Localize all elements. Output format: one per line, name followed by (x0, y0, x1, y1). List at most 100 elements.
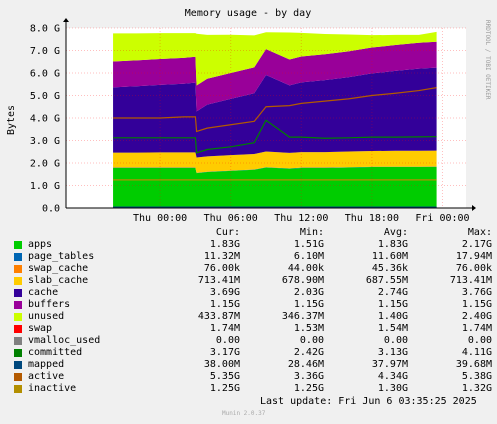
legend-name: vmalloc_used (28, 335, 101, 346)
legend-avg: 687.55M (365, 275, 408, 286)
legend-name: buffers (28, 299, 71, 310)
x-tick-label: Thu 18:00 (345, 213, 399, 224)
header-cur: Cur: (215, 227, 240, 238)
legend-avg: 1.15G (377, 299, 408, 310)
legend-max: 17.94M (455, 251, 492, 262)
legend-row-committed: committed 3.17G 2.42G 3.13G 4.11G (12, 347, 492, 359)
legend-avg: 1.40G (377, 311, 408, 322)
legend-row-swap: swap 1.74M 1.53M 1.54M 1.74M (12, 323, 492, 335)
legend-name: apps (28, 239, 53, 250)
chart-title: Memory usage - by day (185, 8, 311, 19)
legend-name: active (28, 371, 65, 382)
area-slab_cache (113, 150, 437, 173)
legend-cur: 1.74M (209, 323, 240, 334)
legend-avg: 11.60M (371, 251, 408, 262)
legend-swatch (14, 241, 22, 249)
legend-name: page_tables (28, 251, 95, 262)
y-tick-label: 4.0 G (30, 114, 60, 125)
legend-swatch (14, 337, 22, 345)
legend-swatch (14, 373, 22, 381)
legend-row-mapped: mapped 38.00M 28.46M 37.97M 39.68M (12, 359, 492, 371)
legend-name: cache (28, 287, 59, 298)
x-tick-label: Thu 00:00 (133, 213, 187, 224)
legend-swatch (14, 253, 22, 261)
area-buffers (113, 41, 437, 112)
legend-name: committed (28, 347, 83, 358)
legend-swatch (14, 313, 22, 321)
legend-swatch (14, 349, 22, 357)
legend-min: 2.03G (293, 287, 324, 298)
legend-min: 3.36G (293, 371, 324, 382)
legend-cur: 38.00M (203, 359, 240, 370)
line-active (113, 87, 437, 133)
legend-name: mapped (28, 359, 65, 370)
header-min: Min: (299, 227, 324, 238)
legend-max: 713.41M (449, 275, 492, 286)
legend-name: swap (28, 323, 53, 334)
legend-cur: 3.17G (209, 347, 240, 358)
legend-min: 2.42G (293, 347, 324, 358)
area-page_tables (113, 166, 437, 174)
legend-cur: 713.41M (197, 275, 240, 286)
legend-avg: 2.74G (377, 287, 408, 298)
legend-cur: 11.32M (203, 251, 240, 262)
y-tick-label: 3.0 G (30, 136, 60, 147)
legend-max: 0.00 (467, 335, 492, 346)
y-tick-label: 5.0 G (30, 91, 60, 102)
x-tick-label: Thu 06:00 (204, 213, 258, 224)
legend-row-vmalloc_used: vmalloc_used 0.00 0.00 0.00 0.00 (12, 335, 492, 347)
area-cache (113, 67, 437, 158)
legend-min: 1.51G (293, 239, 324, 250)
legend-cur: 0.00 (215, 335, 240, 346)
legend-row-swap_cache: swap_cache 76.00k 44.00k 45.36k 76.00k (12, 263, 492, 275)
legend-row-apps: apps 1.83G 1.51G 1.83G 2.17G (12, 239, 492, 251)
legend-cur: 1.15G (209, 299, 240, 310)
area-apps (113, 166, 437, 208)
legend-max: 2.17G (461, 239, 492, 250)
y-tick-label: 0.0 (42, 204, 60, 215)
legend-max: 76.00k (455, 263, 492, 274)
legend-row-cache: cache 3.69G 2.03G 2.74G 3.76G (12, 287, 492, 299)
legend-cur: 76.00k (203, 263, 240, 274)
legend-avg: 1.30G (377, 383, 408, 394)
legend-header: Cur: Min: Avg: Max: (12, 227, 492, 239)
legend-row-buffers: buffers 1.15G 1.15G 1.15G 1.15G (12, 299, 492, 311)
legend-avg: 4.34G (377, 371, 408, 382)
legend-min: 6.10M (293, 251, 324, 262)
area-unused (113, 31, 437, 86)
legend-swatch (14, 277, 22, 285)
munin-version: Munin 2.0.37 (222, 410, 266, 417)
legend-min: 1.25G (293, 383, 324, 394)
legend-row-page_tables: page_tables 11.32M 6.10M 11.60M 17.94M (12, 251, 492, 263)
y-tick-label: 8.0 G (30, 24, 60, 35)
legend-avg: 3.13G (377, 347, 408, 358)
legend-avg: 1.83G (377, 239, 408, 250)
y-axis-arrow (63, 18, 69, 22)
legend-max: 39.68M (455, 359, 492, 370)
legend-name: swap_cache (28, 263, 89, 274)
legend-max: 1.15G (461, 299, 492, 310)
x-axis-arrow (472, 205, 476, 211)
x-tick-label: Fri 00:00 (415, 213, 469, 224)
legend-avg: 45.36k (371, 263, 408, 274)
legend-swatch (14, 325, 22, 333)
legend-name: slab_cache (28, 275, 89, 286)
y-tick-label: 6.0 G (30, 69, 60, 80)
legend-cur: 1.25G (209, 383, 240, 394)
legend-min: 1.15G (293, 299, 324, 310)
legend-min: 346.37M (281, 311, 324, 322)
y-tick-label: 2.0 G (30, 159, 60, 170)
legend-swatch (14, 301, 22, 309)
legend-max: 3.76G (461, 287, 492, 298)
header-avg: Avg: (383, 227, 408, 238)
legend-min: 0.00 (299, 335, 324, 346)
legend-max: 1.74M (461, 323, 492, 334)
legend-row-active: active 5.35G 3.36G 4.34G 5.38G (12, 371, 492, 383)
legend-avg: 37.97M (371, 359, 408, 370)
legend-min: 678.90M (281, 275, 324, 286)
legend-name: inactive (28, 383, 77, 394)
legend-cur: 1.83G (209, 239, 240, 250)
legend-cur: 3.69G (209, 287, 240, 298)
legend-max: 4.11G (461, 347, 492, 358)
